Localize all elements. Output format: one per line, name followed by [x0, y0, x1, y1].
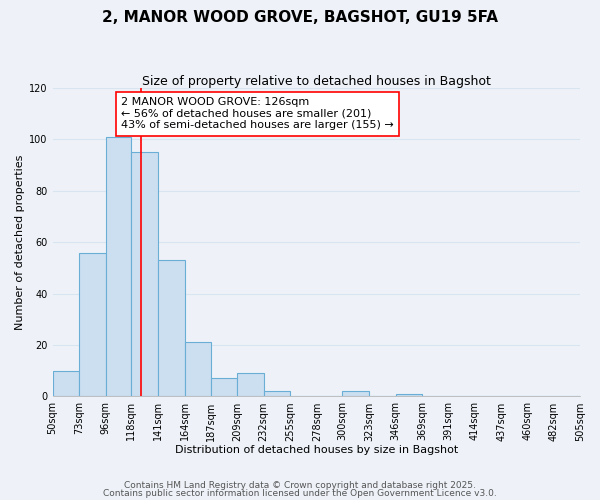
Bar [106, 137, 131, 396]
X-axis label: Distribution of detached houses by size in Bagshot: Distribution of detached houses by size … [175, 445, 458, 455]
Bar [158, 260, 185, 396]
Bar [343, 392, 369, 396]
Bar [131, 152, 158, 396]
Text: Contains HM Land Registry data © Crown copyright and database right 2025.: Contains HM Land Registry data © Crown c… [124, 480, 476, 490]
Y-axis label: Number of detached properties: Number of detached properties [15, 154, 25, 330]
Bar [395, 394, 422, 396]
Bar [79, 252, 106, 396]
Bar [53, 371, 79, 396]
Title: Size of property relative to detached houses in Bagshot: Size of property relative to detached ho… [142, 75, 491, 88]
Bar [237, 374, 263, 396]
Bar [185, 342, 211, 396]
Text: 2 MANOR WOOD GROVE: 126sqm
← 56% of detached houses are smaller (201)
43% of sem: 2 MANOR WOOD GROVE: 126sqm ← 56% of deta… [121, 98, 394, 130]
Bar [211, 378, 237, 396]
Text: Contains public sector information licensed under the Open Government Licence v3: Contains public sector information licen… [103, 489, 497, 498]
Bar [263, 392, 290, 396]
Text: 2, MANOR WOOD GROVE, BAGSHOT, GU19 5FA: 2, MANOR WOOD GROVE, BAGSHOT, GU19 5FA [102, 10, 498, 25]
